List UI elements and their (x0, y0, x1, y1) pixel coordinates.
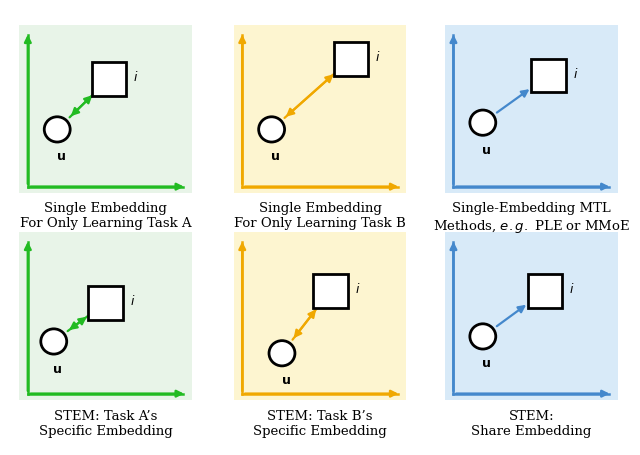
Text: $\mathbf{u}$: $\mathbf{u}$ (270, 151, 280, 163)
Bar (92, 62, 126, 96)
Text: STEM: Task B’s
Specific Embedding: STEM: Task B’s Specific Embedding (253, 410, 387, 438)
Text: $i$: $i$ (573, 67, 578, 81)
Text: $i$: $i$ (355, 282, 360, 296)
Bar (88, 286, 123, 319)
Bar (531, 59, 566, 92)
Text: $i$: $i$ (569, 282, 575, 296)
Text: STEM:
Share Embedding: STEM: Share Embedding (471, 410, 591, 438)
Text: $\mathbf{u}$: $\mathbf{u}$ (52, 363, 62, 375)
Text: $\mathbf{u}$: $\mathbf{u}$ (56, 151, 66, 163)
Circle shape (260, 118, 283, 141)
Text: $\mathbf{u}$: $\mathbf{u}$ (280, 374, 291, 387)
Text: $i$: $i$ (130, 294, 135, 308)
Text: $\mathbf{u}$: $\mathbf{u}$ (481, 144, 492, 157)
Circle shape (42, 330, 65, 353)
Text: STEM: Task A’s
Specific Embedding: STEM: Task A’s Specific Embedding (39, 410, 172, 438)
Text: Single Embedding
For Only Learning Task A: Single Embedding For Only Learning Task … (20, 202, 191, 231)
Text: Single Embedding
For Only Learning Task B: Single Embedding For Only Learning Task … (234, 202, 406, 231)
Circle shape (471, 325, 494, 348)
Bar (334, 42, 369, 76)
Bar (528, 274, 563, 308)
Circle shape (45, 118, 68, 141)
Text: Single-Embedding MTL
Methods, $e.g.$ PLE or MMoE: Single-Embedding MTL Methods, $e.g.$ PLE… (433, 202, 630, 235)
Circle shape (271, 342, 294, 364)
Text: $i$: $i$ (375, 50, 381, 64)
Circle shape (471, 111, 494, 134)
Text: $\mathbf{u}$: $\mathbf{u}$ (481, 358, 492, 370)
Bar (313, 274, 348, 308)
Text: $i$: $i$ (133, 70, 139, 84)
